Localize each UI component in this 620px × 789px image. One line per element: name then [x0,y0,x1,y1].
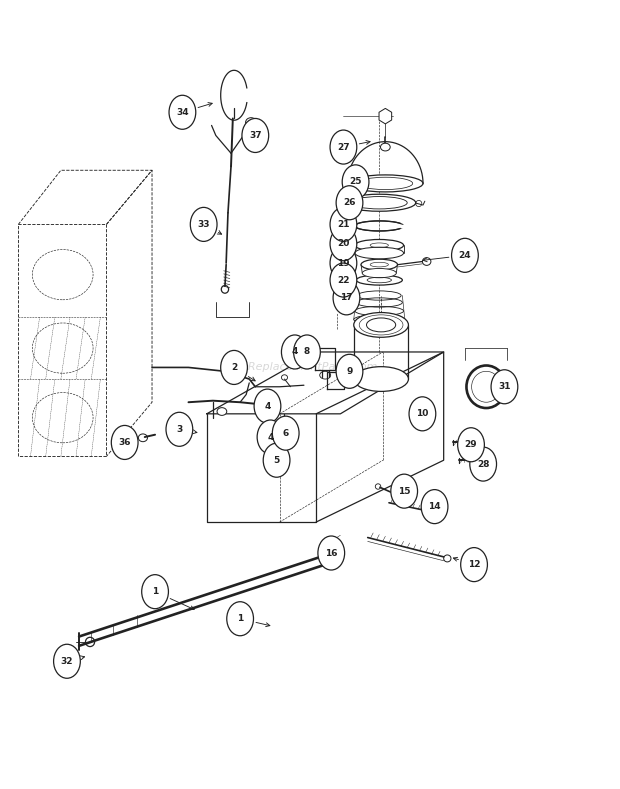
Ellipse shape [348,175,423,192]
Text: 22: 22 [337,275,350,285]
Text: 4: 4 [291,347,298,357]
Ellipse shape [422,258,431,265]
Circle shape [169,95,196,129]
Text: 1: 1 [152,587,158,596]
Circle shape [336,185,363,220]
Text: 3: 3 [176,424,182,434]
Ellipse shape [320,372,330,379]
Text: 33: 33 [197,220,210,229]
Circle shape [318,536,345,570]
Circle shape [491,370,518,404]
Ellipse shape [381,144,390,151]
Ellipse shape [355,240,404,251]
Text: 36: 36 [118,438,131,447]
Circle shape [280,436,288,446]
Circle shape [190,208,217,241]
Circle shape [53,645,81,679]
Circle shape [257,420,284,454]
Circle shape [331,549,340,560]
Ellipse shape [352,196,407,209]
Circle shape [221,350,247,384]
Circle shape [333,281,360,315]
Text: 17: 17 [340,294,353,302]
Text: 8: 8 [304,347,310,357]
Circle shape [242,118,268,152]
Circle shape [254,389,281,423]
Circle shape [421,490,448,524]
Circle shape [451,238,478,272]
Ellipse shape [217,408,227,415]
Text: 2: 2 [231,363,237,372]
Text: 4: 4 [264,402,271,410]
Ellipse shape [355,247,404,259]
Ellipse shape [425,507,431,514]
Ellipse shape [138,434,148,442]
Circle shape [330,208,356,241]
Text: 24: 24 [459,251,471,260]
Text: 21: 21 [337,220,350,229]
Ellipse shape [343,194,416,211]
Text: 19: 19 [337,259,350,267]
Text: 34: 34 [176,108,188,117]
Text: 37: 37 [249,131,262,140]
Text: 14: 14 [428,502,441,511]
Ellipse shape [444,555,451,562]
Circle shape [330,246,356,280]
Circle shape [264,443,290,477]
Text: 6: 6 [283,428,289,438]
Text: 15: 15 [398,487,410,495]
Ellipse shape [472,437,478,447]
Ellipse shape [375,484,381,489]
Ellipse shape [86,638,95,646]
Text: 1: 1 [237,614,243,623]
Text: 12: 12 [468,560,481,569]
Circle shape [227,602,254,636]
Text: 31: 31 [498,382,511,391]
Text: 29: 29 [465,440,477,449]
Circle shape [336,354,363,388]
Circle shape [330,263,356,297]
Ellipse shape [354,367,409,391]
Circle shape [342,165,369,199]
Circle shape [470,447,497,481]
Text: 27: 27 [337,143,350,151]
Ellipse shape [356,275,402,285]
Circle shape [272,416,299,451]
Circle shape [281,335,308,369]
Ellipse shape [361,259,397,270]
Circle shape [166,413,193,447]
Text: 26: 26 [343,198,356,208]
Text: 4: 4 [267,432,273,442]
Ellipse shape [354,312,409,337]
Circle shape [461,548,487,581]
Circle shape [391,474,417,508]
Ellipse shape [281,375,288,380]
Text: 5: 5 [273,456,280,465]
Text: 9: 9 [347,367,353,376]
Ellipse shape [362,268,396,278]
Text: eReplacementParts.com: eReplacementParts.com [242,362,378,372]
Polygon shape [379,108,392,124]
Circle shape [112,425,138,459]
Circle shape [142,574,169,608]
Ellipse shape [479,454,485,466]
Text: 16: 16 [325,548,337,558]
Circle shape [458,428,484,462]
Text: 20: 20 [337,239,350,249]
Circle shape [409,397,436,431]
Text: 25: 25 [349,178,362,186]
Circle shape [330,130,356,164]
Circle shape [294,335,321,369]
Text: 32: 32 [61,656,73,666]
Text: 28: 28 [477,459,489,469]
Circle shape [330,226,356,260]
Text: 10: 10 [416,409,428,418]
